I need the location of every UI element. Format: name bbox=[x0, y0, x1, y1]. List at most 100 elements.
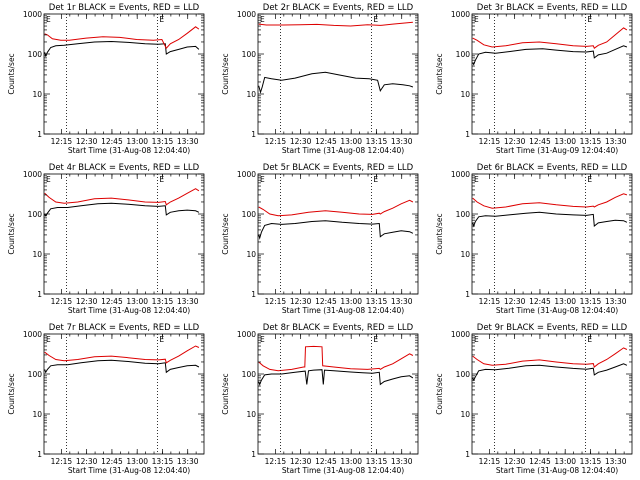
lld-series-line bbox=[44, 188, 200, 206]
detector-panel-7: Det 7r BLACK = Events, RED = LLD E E 1 10 100… bbox=[7, 323, 205, 475]
plot-frame bbox=[257, 173, 419, 295]
plot-frame bbox=[471, 333, 633, 455]
panel-title: Det 4r BLACK = Events, RED = LLD bbox=[49, 163, 200, 173]
y-tick-label: 1000 bbox=[237, 10, 256, 19]
x-axis-label: Start Time (31-Aug-08 12:04:40) bbox=[496, 306, 618, 315]
x-tick-label: 12:45 bbox=[529, 297, 551, 306]
x-tick-label: 12:15 bbox=[479, 137, 501, 146]
y-tick-label: 1 bbox=[465, 130, 470, 139]
x-axis-label: Start Time (31-Aug-09 12:04:40) bbox=[496, 146, 618, 155]
y-tick-label: 10 bbox=[460, 250, 470, 259]
y-axis-label: Counts/sec bbox=[221, 213, 230, 254]
corner-label: E bbox=[587, 175, 592, 184]
detector-panel-1: Det 1r BLACK = Events, RED = LLD E E 1 10 100… bbox=[7, 3, 205, 155]
y-tick-label: 10 bbox=[460, 90, 470, 99]
y-tick-label: 1000 bbox=[237, 330, 256, 339]
plot-frame bbox=[43, 13, 205, 135]
detector-panel-3: Det 3r BLACK = Events, RED = LLD E E 1 10 100… bbox=[435, 3, 633, 155]
y-tick-label: 100 bbox=[28, 210, 43, 219]
detector-panel-5: Det 5r BLACK = Events, RED = LLD E E 1 10 100… bbox=[221, 163, 419, 315]
corner-label: E bbox=[46, 335, 51, 344]
plot-frame bbox=[257, 13, 419, 135]
x-tick-label: 13:00 bbox=[554, 457, 576, 466]
corner-label: E bbox=[46, 15, 51, 24]
detector-panel-9: Det 9r BLACK = Events, RED = LLD E E 1 10 100… bbox=[435, 323, 633, 475]
x-tick-label: 12:15 bbox=[265, 297, 287, 306]
lld-series-line bbox=[258, 21, 413, 27]
x-tick-label: 13:00 bbox=[554, 297, 576, 306]
lld-series-line bbox=[44, 345, 200, 364]
corner-label: E bbox=[46, 175, 51, 184]
y-tick-label: 10 bbox=[32, 250, 42, 259]
lld-series-line bbox=[258, 345, 414, 372]
corner-label: E bbox=[159, 335, 164, 344]
x-tick-label: 13:30 bbox=[605, 457, 627, 466]
y-tick-label: 100 bbox=[456, 370, 471, 379]
x-tick-label: 13:00 bbox=[340, 457, 362, 466]
x-tick-label: 13:15 bbox=[366, 137, 388, 146]
y-tick-label: 100 bbox=[28, 50, 43, 59]
x-tick-label: 12:45 bbox=[101, 137, 123, 146]
plot-frame bbox=[43, 333, 205, 455]
events-series-line bbox=[258, 71, 414, 95]
y-axis-label: Counts/sec bbox=[221, 53, 230, 94]
events-series-line bbox=[472, 45, 628, 66]
events-series-line bbox=[472, 211, 628, 228]
lld-series-line bbox=[472, 347, 628, 368]
y-tick-label: 1 bbox=[465, 290, 470, 299]
y-tick-label: 1000 bbox=[23, 10, 42, 19]
x-tick-label: 13:30 bbox=[605, 297, 627, 306]
y-tick-label: 100 bbox=[456, 210, 471, 219]
y-tick-label: 10 bbox=[460, 410, 470, 419]
lld-series-line bbox=[472, 193, 628, 209]
x-tick-label: 12:45 bbox=[529, 457, 551, 466]
x-tick-label: 13:15 bbox=[580, 137, 602, 146]
y-axis-label: Counts/sec bbox=[435, 213, 444, 254]
x-tick-label: 12:30 bbox=[76, 297, 98, 306]
y-tick-label: 1 bbox=[37, 290, 42, 299]
y-axis-label: Counts/sec bbox=[7, 213, 16, 254]
y-tick-label: 10 bbox=[246, 250, 256, 259]
y-tick-label: 1000 bbox=[451, 10, 470, 19]
x-tick-label: 13:15 bbox=[580, 457, 602, 466]
x-tick-label: 12:15 bbox=[265, 137, 287, 146]
panel-title: Det 2r BLACK = Events, RED = LLD bbox=[263, 3, 414, 13]
y-axis-label: Counts/sec bbox=[7, 53, 16, 94]
y-tick-label: 100 bbox=[456, 50, 471, 59]
y-tick-label: 10 bbox=[32, 90, 42, 99]
x-axis-label: Start Time (31-Aug-08 12:04:40) bbox=[68, 306, 190, 315]
x-tick-label: 12:45 bbox=[315, 457, 337, 466]
x-axis-label: Start Time (31-Aug-08 12:04:40) bbox=[282, 306, 404, 315]
events-series-line bbox=[44, 40, 200, 58]
corner-label: E bbox=[373, 15, 378, 24]
y-tick-label: 100 bbox=[28, 370, 43, 379]
x-tick-label: 13:30 bbox=[605, 137, 627, 146]
x-tick-label: 13:30 bbox=[177, 137, 199, 146]
panel-title: Det 7r BLACK = Events, RED = LLD bbox=[49, 323, 200, 333]
y-tick-label: 1000 bbox=[237, 170, 256, 179]
detector-panel-4: Det 4r BLACK = Events, RED = LLD E E 1 10 100… bbox=[7, 163, 205, 315]
x-tick-label: 12:45 bbox=[315, 137, 337, 146]
corner-label: E bbox=[260, 15, 265, 24]
x-tick-label: 12:30 bbox=[504, 137, 526, 146]
y-axis-label: Counts/sec bbox=[221, 373, 230, 414]
x-tick-label: 13:00 bbox=[126, 137, 148, 146]
x-tick-label: 13:30 bbox=[391, 297, 413, 306]
y-tick-label: 1000 bbox=[451, 330, 470, 339]
corner-label: E bbox=[474, 175, 479, 184]
plot-frame bbox=[471, 13, 633, 135]
x-tick-label: 12:15 bbox=[265, 457, 287, 466]
corner-label: E bbox=[159, 15, 164, 24]
y-tick-label: 1 bbox=[251, 130, 256, 139]
events-series-line bbox=[472, 363, 628, 382]
detector-panel-8: Det 8r BLACK = Events, RED = LLD E E 1 10 100… bbox=[221, 323, 419, 475]
x-tick-label: 13:15 bbox=[580, 297, 602, 306]
x-tick-label: 13:15 bbox=[152, 297, 174, 306]
x-tick-label: 12:15 bbox=[51, 297, 73, 306]
x-tick-label: 12:45 bbox=[101, 457, 123, 466]
x-tick-label: 13:30 bbox=[177, 297, 199, 306]
corner-label: E bbox=[260, 175, 265, 184]
panel-title: Det 5r BLACK = Events, RED = LLD bbox=[263, 163, 414, 173]
lld-series-line bbox=[258, 199, 414, 217]
